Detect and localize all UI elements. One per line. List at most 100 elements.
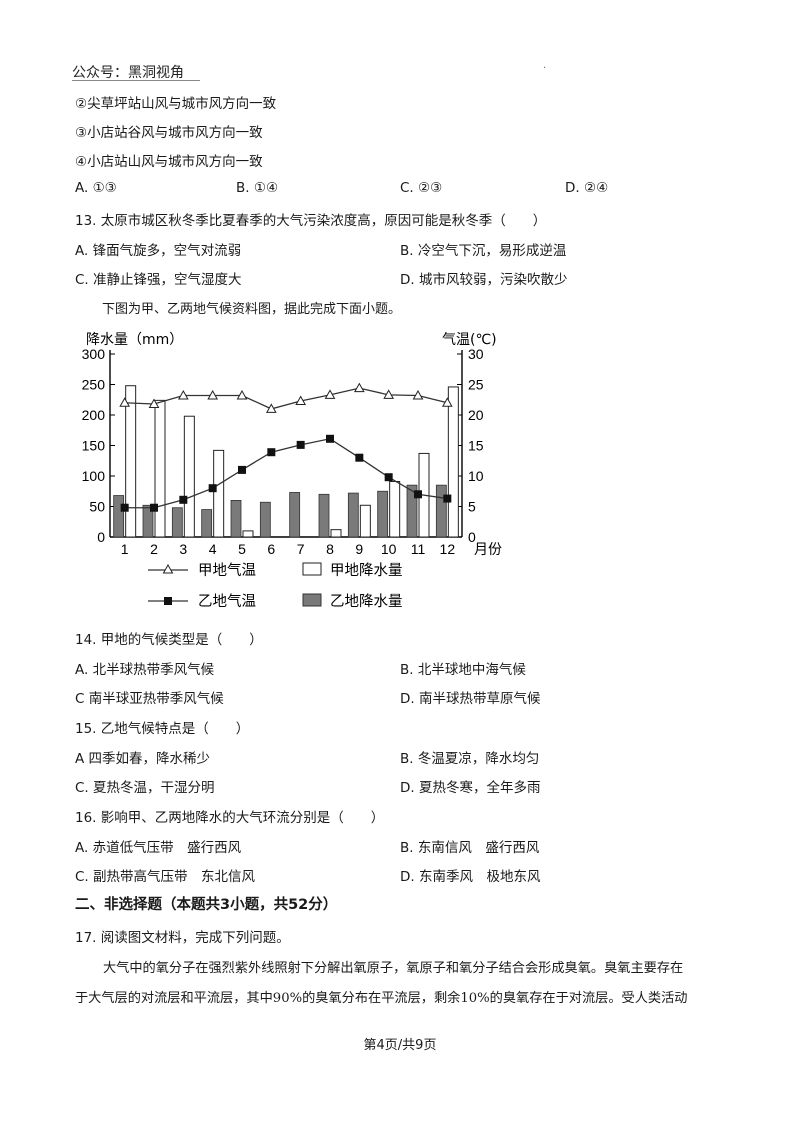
q12-item-4: ④小店站山风与城市风方向一致 [75,154,263,170]
y-right-axis-title: 气温(℃) [442,332,497,348]
x-tick-label: 9 [355,541,363,557]
yi-temp-point [267,448,276,457]
left-tick-label: 0 [97,529,105,545]
jia-precip-bar [154,399,166,538]
q12-item-3: ③小店站谷风与城市风方向一致 [75,125,263,141]
left-tick-label: 200 [82,407,106,423]
x-tick-label: 2 [150,541,158,557]
q12-option-b: B. ①④ [236,180,279,196]
y-left-axis-title: 降水量（mm） [86,332,183,348]
watermark: 公众号：黑洞视角 [72,65,184,81]
yi-temp-point [443,494,452,503]
jia-temp-point [412,389,424,400]
legend-yi-precip-label: 乙地降水量 [330,593,403,610]
right-tick-label: 5 [468,499,476,515]
jia-temp-point [177,389,189,400]
corner-mark: · [543,63,547,74]
yi-temp-point [120,503,129,512]
q15-option-c: C. 夏热冬温，干湿分明 [75,780,215,796]
jia-precip-bar [330,529,342,538]
x-tick-label: 5 [238,541,246,557]
yi-temp-point [150,503,158,512]
yi-precip-bar [406,484,418,538]
x-tick-label: 6 [267,541,275,557]
jia-precip-bar [242,530,254,538]
x-tick-label: 12 [440,541,456,557]
jia-precip-bar [183,415,195,538]
q17-paragraph-line-2: 于大气层的对流层和平流层，其中90%的臭氧分布在平流层，剩余10%的臭氧存在于对… [75,991,688,1006]
yi-temp-line [124,438,448,509]
legend-yi-precip-swatch [302,593,322,607]
legend-jia-temp-marker [162,563,174,574]
left-tick-label: 150 [82,438,106,454]
watermark-underline [72,80,200,81]
jia-temp-point [148,398,160,409]
jia-precip-bar [389,480,401,538]
left-tick-label: 250 [82,377,106,393]
jia-temp-line [124,387,448,410]
q16-stem: 16. 影响甲、乙两地降水的大气环流分别是（ ） [75,810,385,826]
yi-temp-point [384,473,393,482]
q16-option-c: C. 副热带高气压带 东北信风 [75,869,256,885]
q16-option-b: B. 东南信风 盛行西风 [400,840,540,856]
jia-temp-point [207,389,219,400]
yi-temp-point [296,440,305,449]
q14-option-d: D. 南半球热带草原气候 [400,691,541,707]
x-tick-label: 4 [209,541,217,557]
jia-precip-bar [447,386,459,538]
left-tick-label: 100 [82,468,106,484]
q12-item-2: ②尖草坪站山风与城市风方向一致 [75,96,277,112]
right-tick-label: 0 [468,529,476,545]
chart-lines [119,382,453,512]
q14-stem: 14. 甲地的气候类型是（ ） [75,632,263,648]
q16-option-a: A. 赤道低气压带 盛行西风 [75,840,242,856]
jia-temp-point [236,389,248,400]
right-tick-label: 20 [468,407,484,423]
yi-temp-point [326,434,334,443]
yi-precip-bar [435,484,447,538]
jia-precip-bar [213,449,225,538]
section-heading: 二、非选择题（本题共3小题，共52分） [75,897,338,913]
legend-jia-precip-label: 甲地降水量 [330,562,403,579]
q12-option-a: A. ①③ [75,180,117,196]
x-tick-label: 10 [381,541,397,557]
jia-temp-point [353,382,365,393]
yi-precip-bar [289,492,301,538]
q12-option-c: C. ②③ [400,180,443,196]
q14-option-c: C 南半球亚热带季风气候 [75,691,224,707]
jia-precip-bar [359,504,371,538]
legend-yi-temp-marker [164,597,172,605]
q14-option-b: B. 北半球地中海气候 [400,662,526,678]
left-tick-label: 50 [89,499,105,515]
x-tick-label: 7 [297,541,305,557]
yi-precip-bar [201,509,213,538]
q13-option-d: D. 城市风较弱，污染吹散少 [400,272,568,288]
left-tick-label: 300 [82,346,106,362]
legend-jia-precip-swatch [302,562,322,576]
x-axis-title: 月份 [474,542,502,558]
x-tick-label: 11 [411,541,426,557]
legend-yi-temp-label: 乙地气温 [198,593,256,610]
q13-option-b: B. 冷空气下沉，易形成逆温 [400,243,567,259]
jia-precip-bar [125,385,137,538]
jia-temp-point [295,395,307,405]
q13-stem: 13. 太原市城区秋冬季比夏春季的大气污染浓度高，原因可能是秋冬季（ ） [75,213,547,229]
jia-temp-point [119,397,131,407]
q16-option-d: D. 东南季风 极地东风 [400,869,541,885]
q15-option-b: B. 冬温夏凉，降水均匀 [400,751,540,767]
q12-option-d: D. ②④ [565,180,609,196]
q17-paragraph-line-1: 大气中的氧分子在强烈紫外线照射下分解出氧原子，氧原子和氧分子结合会形成臭氧。臭氧… [103,961,684,976]
yi-precip-bar [230,499,242,538]
legend-jia-temp-label: 甲地气温 [198,562,256,579]
yi-precip-bar [113,495,125,538]
page-number: 第4页/共9页 [363,1038,437,1053]
yi-temp-point [208,484,217,493]
jia-temp-point [441,397,453,407]
chart-bars [113,385,459,538]
right-tick-label: 25 [468,377,484,393]
q13-option-c: C. 准静止锋强，空气湿度大 [75,272,242,288]
jia-temp-point [383,389,395,399]
